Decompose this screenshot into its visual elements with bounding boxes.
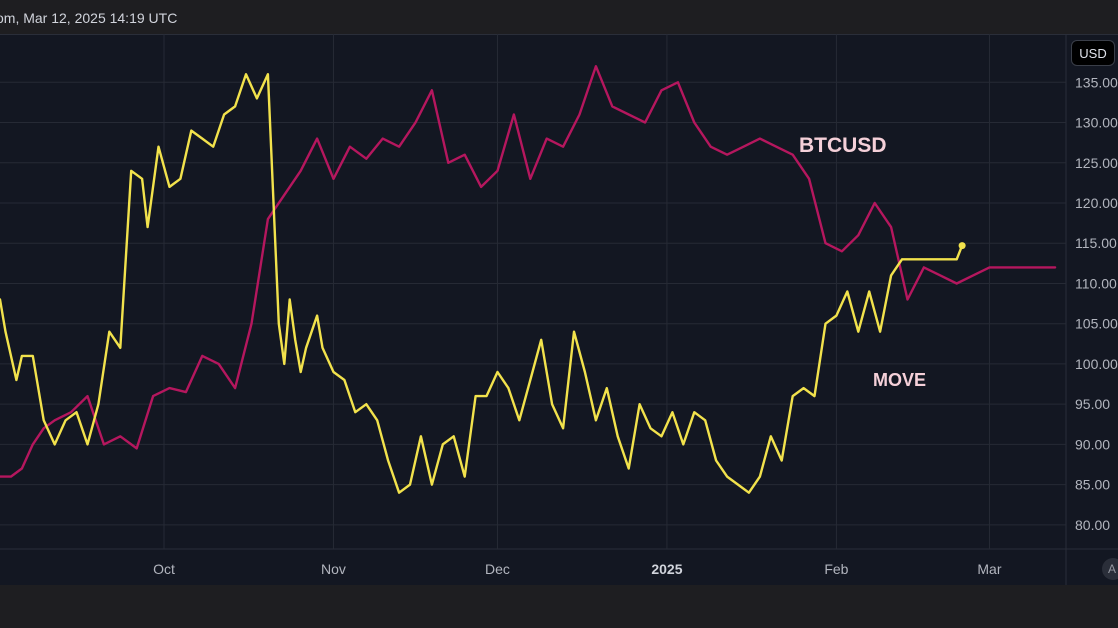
y-tick-label: 110.00 <box>1075 275 1117 291</box>
y-tick-label: 105.00 <box>1075 316 1118 332</box>
x-tick-label: Oct <box>153 561 175 577</box>
currency-badge[interactable]: USD <box>1071 40 1115 66</box>
move-series-label: MOVE <box>873 370 926 390</box>
y-tick-label: 120.00 <box>1075 195 1118 211</box>
y-tick-label: 90.00 <box>1075 436 1110 452</box>
btcusd-series-line <box>0 64 1057 478</box>
move-series-line <box>0 72 964 494</box>
grid-layer <box>0 34 1118 585</box>
axis-layer: 80.00 85.00 90.00 95.00 100.00 105.00 110.00 11… <box>153 74 1118 577</box>
x-tick-label: Feb <box>824 561 848 577</box>
series-layer <box>0 64 1057 494</box>
y-tick-label: 100.00 <box>1075 356 1118 372</box>
y-tick-label: 95.00 <box>1075 396 1110 412</box>
auto-scale-button[interactable]: A <box>1102 558 1118 580</box>
y-tick-label: 125.00 <box>1075 155 1118 171</box>
x-tick-label: 2025 <box>651 561 682 577</box>
x-tick-label: Nov <box>321 561 346 577</box>
y-tick-label: 80.00 <box>1075 517 1110 533</box>
time-axis-footer <box>0 585 1118 628</box>
timestamp-text: om, Mar 12, 2025 14:19 UTC <box>0 10 178 26</box>
y-tick-label: 85.00 <box>1075 477 1110 493</box>
y-tick-label: 130.00 <box>1075 115 1118 131</box>
btcusd-series-label: BTCUSD <box>799 134 887 157</box>
x-tick-label: Mar <box>977 561 1001 577</box>
y-tick-label: 135.00 <box>1075 74 1118 90</box>
move-last-point-marker <box>958 242 966 250</box>
y-tick-label: 115.00 <box>1075 235 1117 251</box>
chart-header-bar: om, Mar 12, 2025 14:19 UTC <box>0 0 1118 35</box>
x-tick-label: Dec <box>485 561 510 577</box>
